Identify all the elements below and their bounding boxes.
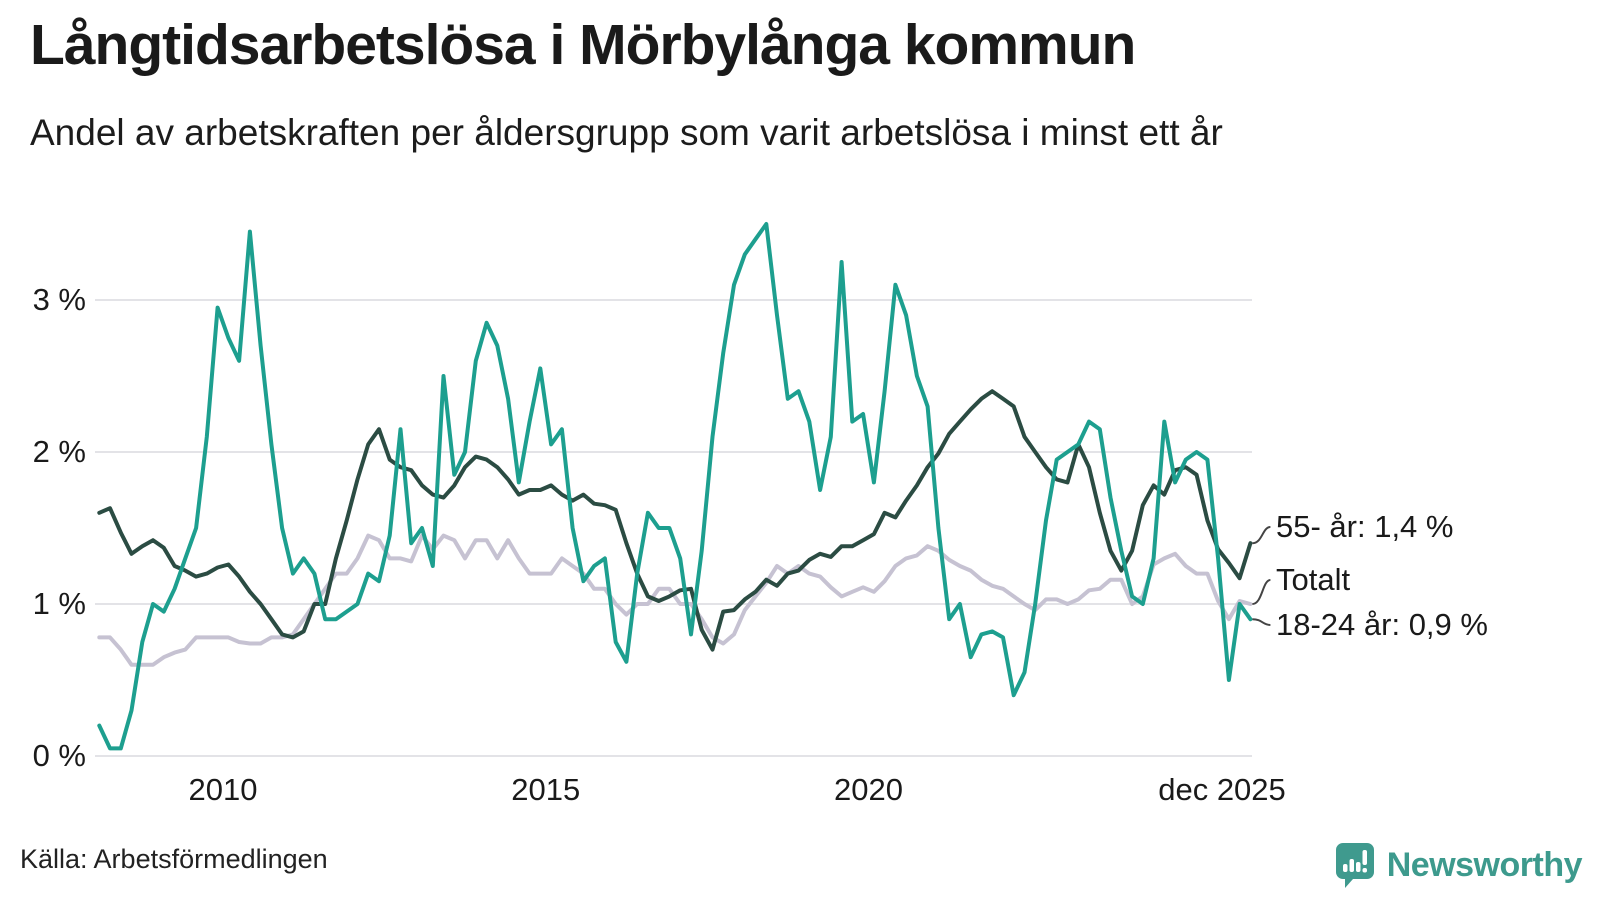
end-label-connector bbox=[1252, 618, 1271, 626]
y-tick-label: 0 % bbox=[32, 738, 86, 773]
newsworthy-bubble-icon bbox=[1335, 843, 1374, 888]
series-line-gray bbox=[97, 533, 1253, 667]
end-label-connector bbox=[1252, 526, 1271, 545]
series-line-dark_green bbox=[97, 389, 1253, 652]
x-tick-label: 2010 bbox=[188, 772, 258, 807]
series-end-label-dark_green: 55- år: 1,4 % bbox=[1276, 509, 1454, 544]
page-title: Långtidsarbetslösa i Mörbylånga kommun bbox=[30, 13, 1136, 77]
y-tick-label: 2 % bbox=[32, 434, 86, 469]
bubble-shape bbox=[1335, 843, 1374, 888]
bar-3 bbox=[1355, 862, 1361, 872]
bar-2 bbox=[1349, 859, 1354, 872]
y-tick-label: 3 % bbox=[32, 282, 86, 317]
x-tick-label: 2020 bbox=[834, 772, 903, 807]
series-line-teal bbox=[97, 222, 1253, 751]
exclamation-bar bbox=[1362, 850, 1367, 865]
exclamation-dot bbox=[1362, 868, 1367, 873]
x-tick-label: dec 2025 bbox=[1158, 772, 1286, 807]
newsworthy-wordmark: Newsworthy bbox=[1386, 845, 1583, 884]
source-note: Källa: Arbetsförmedlingen bbox=[20, 844, 328, 874]
y-tick-label: 1 % bbox=[32, 586, 86, 621]
bar-1 bbox=[1342, 864, 1348, 872]
end-label-connector bbox=[1252, 579, 1271, 605]
series-end-label-gray: Totalt bbox=[1276, 562, 1351, 597]
newsworthy-logo-link[interactable]: Newsworthy bbox=[1335, 842, 1583, 888]
x-tick-label: 2015 bbox=[511, 772, 581, 807]
series-end-label-teal: 18-24 år: 0,9 % bbox=[1276, 607, 1488, 642]
chart-subtitle: Andel av arbetskraften per åldersgrupp s… bbox=[30, 112, 1223, 153]
